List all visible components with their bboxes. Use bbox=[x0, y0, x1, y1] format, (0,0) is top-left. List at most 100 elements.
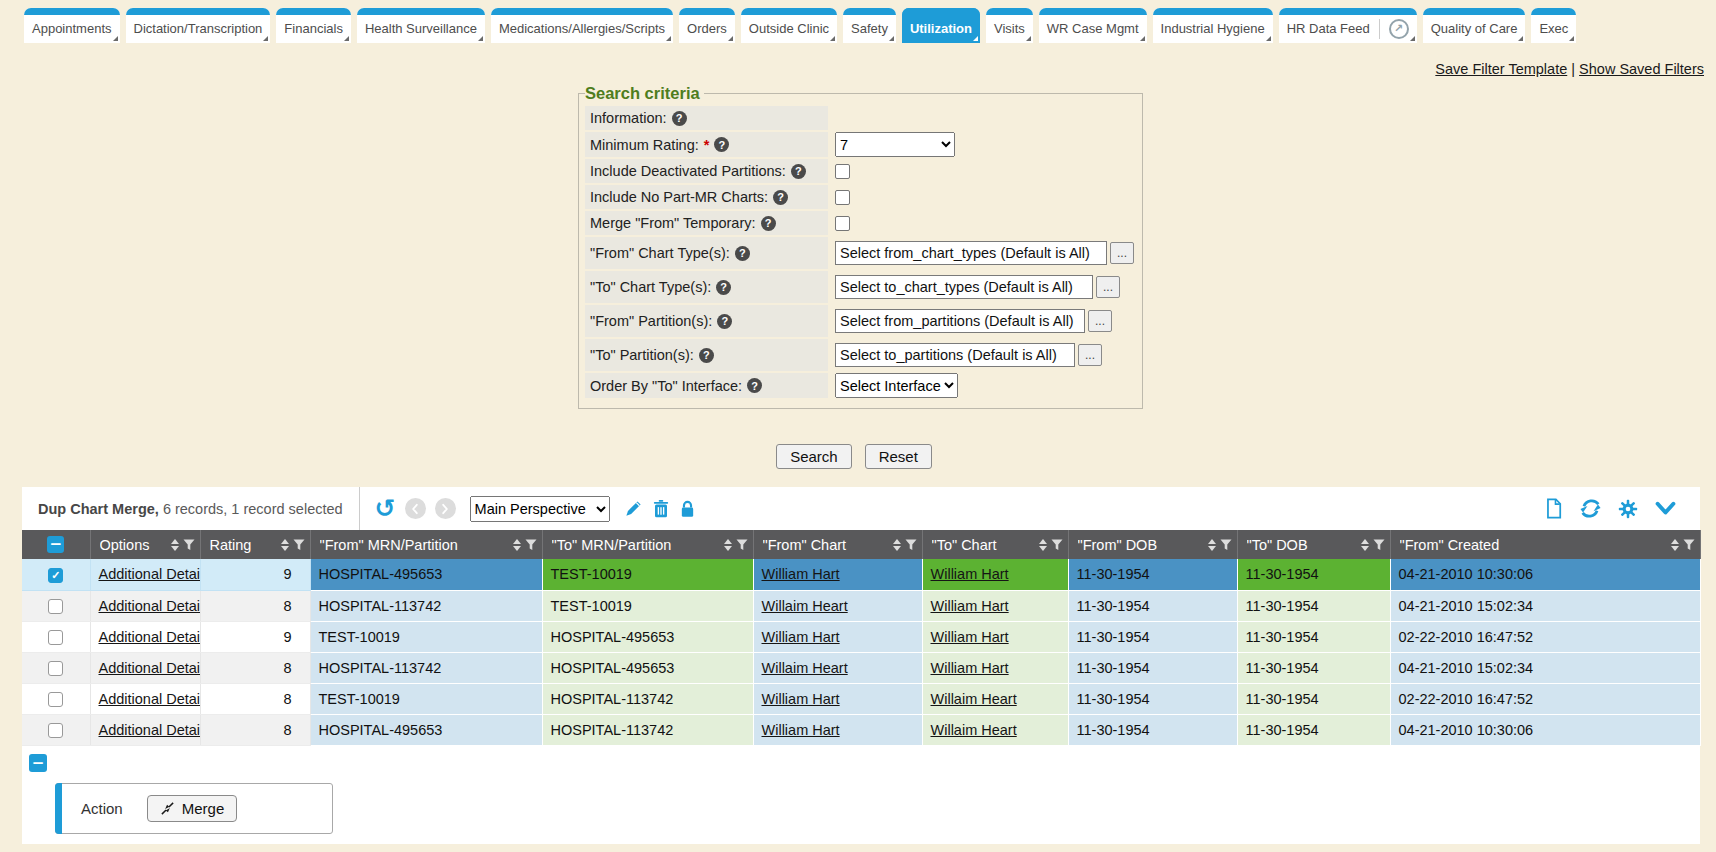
to-chart-link[interactable]: William Hart bbox=[931, 629, 1009, 645]
tab-orders[interactable]: Orders bbox=[679, 8, 735, 43]
tab-utilization[interactable]: Utilization bbox=[902, 8, 980, 43]
help-icon[interactable]: ? bbox=[735, 246, 750, 261]
tab-wr-case-mgmt[interactable]: WR Case Mgmt bbox=[1039, 8, 1147, 43]
show-saved-filters-link[interactable]: Show Saved Filters bbox=[1579, 61, 1704, 77]
row-checkbox[interactable] bbox=[48, 599, 63, 614]
tab-quality-of-care[interactable]: Quality of Care bbox=[1423, 8, 1526, 43]
field-checkbox-merge-from-temporary[interactable] bbox=[835, 216, 850, 231]
field-select-order-by-to-interface[interactable]: Select Interface bbox=[835, 373, 958, 398]
help-icon[interactable]: ? bbox=[791, 164, 806, 179]
undo-icon[interactable]: ↺ bbox=[375, 499, 396, 519]
to-chart-link[interactable]: William Hart bbox=[931, 598, 1009, 614]
help-icon[interactable]: ? bbox=[747, 378, 762, 393]
delete-perspective-icon[interactable] bbox=[652, 499, 670, 519]
help-icon[interactable]: ? bbox=[761, 216, 776, 231]
from-chart-link[interactable]: William Hart bbox=[762, 691, 840, 707]
to-chart-link[interactable]: Willaim Heart bbox=[931, 691, 1017, 707]
help-icon[interactable]: ? bbox=[717, 314, 732, 329]
additional-details-link[interactable]: Additional Details bbox=[99, 722, 201, 738]
picker-ellipsis-button[interactable]: ... bbox=[1078, 344, 1102, 366]
edit-perspective-icon[interactable] bbox=[624, 499, 643, 518]
refresh-icon[interactable] bbox=[1580, 498, 1601, 519]
filter-icon[interactable] bbox=[293, 539, 305, 551]
help-icon[interactable]: ? bbox=[714, 137, 729, 152]
picker-ellipsis-button[interactable]: ... bbox=[1096, 276, 1120, 298]
tab-hr-data-feed[interactable]: HR Data Feed↗ bbox=[1279, 8, 1417, 43]
deselect-all-button[interactable]: − bbox=[47, 536, 64, 553]
tab-outside-clinic[interactable]: Outside Clinic bbox=[741, 8, 837, 43]
from-chart-link[interactable]: William Hart bbox=[762, 722, 840, 738]
filter-icon[interactable] bbox=[525, 539, 537, 551]
tab-safety[interactable]: Safety bbox=[843, 8, 896, 43]
from-chart-link[interactable]: Willaim Heart bbox=[762, 660, 848, 676]
search-button[interactable]: Search bbox=[776, 444, 852, 469]
chevron-down-icon[interactable] bbox=[1655, 501, 1676, 517]
filter-icon[interactable] bbox=[1051, 539, 1063, 551]
row-checkbox[interactable]: ✓ bbox=[48, 568, 63, 583]
reset-button[interactable]: Reset bbox=[865, 444, 932, 469]
to-chart-link[interactable]: Willaim Heart bbox=[931, 722, 1017, 738]
gear-icon[interactable] bbox=[1618, 499, 1638, 519]
field-checkbox-include-no-part-mr-charts[interactable] bbox=[835, 190, 850, 205]
field-picker-to-partition-s[interactable] bbox=[835, 343, 1075, 367]
save-filter-template-link[interactable]: Save Filter Template bbox=[1435, 61, 1567, 77]
tab-financials[interactable]: Financials bbox=[276, 8, 351, 43]
tab-health-surveillance[interactable]: Health Surveillance bbox=[357, 8, 485, 43]
sort-icon[interactable] bbox=[1039, 539, 1047, 551]
new-document-icon[interactable] bbox=[1544, 498, 1563, 519]
tab-medications-allergies-scripts[interactable]: Medications/Allergies/Scripts bbox=[491, 8, 673, 43]
from-chart-link[interactable]: William Hart bbox=[762, 566, 840, 582]
picker-ellipsis-button[interactable]: ... bbox=[1088, 310, 1112, 332]
tab-dictation-transcription[interactable]: Dictation/Transcription bbox=[126, 8, 271, 43]
previous-perspective-icon[interactable] bbox=[405, 498, 426, 519]
tab-exec[interactable]: Exec bbox=[1531, 8, 1576, 43]
merge-button[interactable]: Merge bbox=[147, 795, 238, 822]
filter-icon[interactable] bbox=[905, 539, 917, 551]
filter-icon[interactable] bbox=[736, 539, 748, 551]
filter-icon[interactable] bbox=[1373, 539, 1385, 551]
additional-details-link[interactable]: Additional Details bbox=[99, 660, 201, 676]
to-chart-link[interactable]: William Hart bbox=[931, 660, 1009, 676]
sort-icon[interactable] bbox=[513, 539, 521, 551]
tab-appointments[interactable]: Appointments bbox=[24, 8, 120, 43]
sort-icon[interactable] bbox=[893, 539, 901, 551]
field-picker-from-chart-type-s[interactable] bbox=[835, 241, 1107, 265]
additional-details-link[interactable]: Additional Details bbox=[99, 566, 201, 582]
to-chart-link[interactable]: William Hart bbox=[931, 566, 1009, 582]
sort-icon[interactable] bbox=[1208, 539, 1216, 551]
from-chart-link[interactable]: Willaim Heart bbox=[762, 598, 848, 614]
select-all-header: − bbox=[22, 530, 90, 559]
sort-icon[interactable] bbox=[1361, 539, 1369, 551]
help-icon[interactable]: ? bbox=[699, 348, 714, 363]
row-checkbox[interactable] bbox=[48, 661, 63, 676]
filter-icon[interactable] bbox=[1220, 539, 1232, 551]
row-checkbox[interactable] bbox=[48, 723, 63, 738]
help-icon[interactable]: ? bbox=[672, 111, 687, 126]
circle-arrow-icon[interactable]: ↗ bbox=[1379, 19, 1409, 39]
sort-icon[interactable] bbox=[724, 539, 732, 551]
filter-icon[interactable] bbox=[1683, 539, 1695, 551]
help-icon[interactable]: ? bbox=[716, 280, 731, 295]
perspective-select[interactable]: Main Perspective bbox=[470, 496, 610, 522]
field-picker-from-partition-s[interactable] bbox=[835, 309, 1085, 333]
filter-icon[interactable] bbox=[183, 539, 195, 551]
sort-icon[interactable] bbox=[171, 539, 179, 551]
tab-industrial-hygiene[interactable]: Industrial Hygiene bbox=[1153, 8, 1273, 43]
picker-ellipsis-button[interactable]: ... bbox=[1110, 242, 1134, 264]
next-perspective-icon[interactable] bbox=[435, 498, 456, 519]
help-icon[interactable]: ? bbox=[773, 190, 788, 205]
tab-visits[interactable]: Visits bbox=[986, 8, 1033, 43]
additional-details-link[interactable]: Additional Details bbox=[99, 629, 201, 645]
field-select-minimum-rating[interactable]: 7 bbox=[835, 132, 955, 157]
additional-details-link[interactable]: Additional Details bbox=[99, 691, 201, 707]
field-picker-to-chart-type-s[interactable] bbox=[835, 275, 1093, 299]
row-checkbox[interactable] bbox=[48, 692, 63, 707]
sort-icon[interactable] bbox=[281, 539, 289, 551]
sort-icon[interactable] bbox=[1671, 539, 1679, 551]
lock-perspective-icon[interactable] bbox=[679, 499, 696, 519]
row-checkbox[interactable] bbox=[48, 630, 63, 645]
from-chart-link[interactable]: William Hart bbox=[762, 629, 840, 645]
collapse-action-button[interactable]: − bbox=[29, 754, 47, 772]
additional-details-link[interactable]: Additional Details bbox=[99, 598, 201, 614]
field-checkbox-include-deactivated-partitions[interactable] bbox=[835, 164, 850, 179]
